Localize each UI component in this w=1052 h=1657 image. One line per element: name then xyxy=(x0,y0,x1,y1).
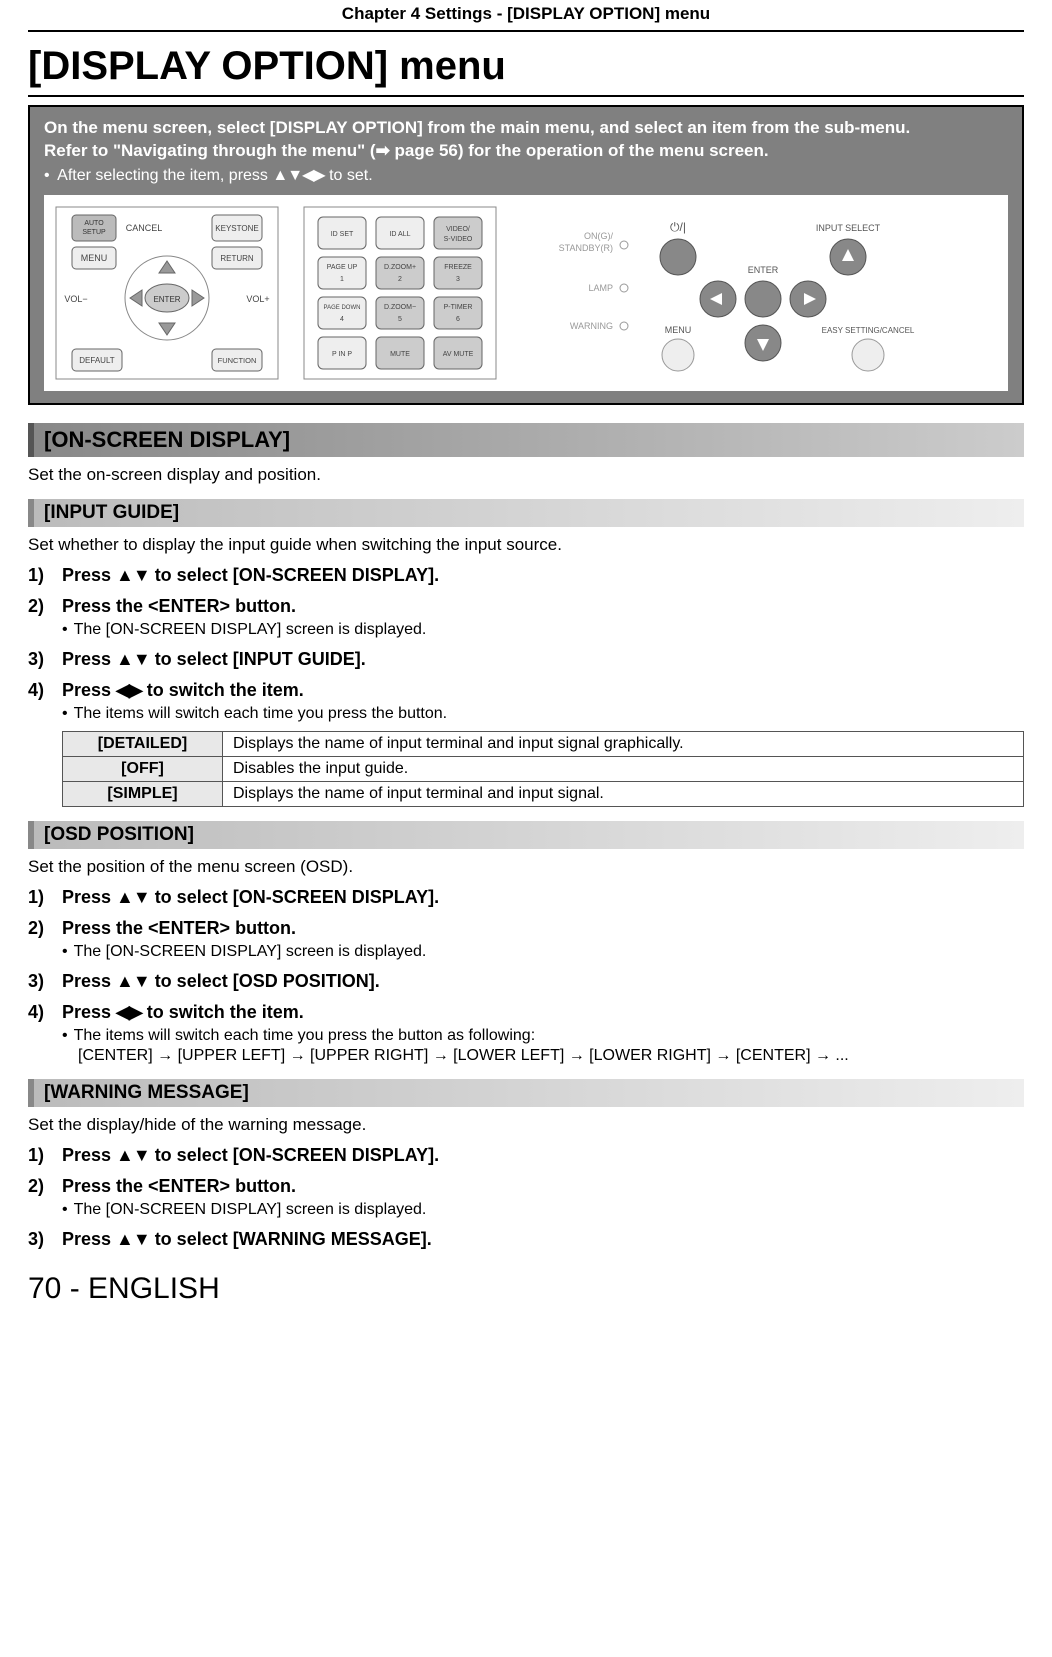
section-on-screen-display: [ON-SCREEN DISPLAY] xyxy=(28,423,1024,457)
svg-text:AUTO: AUTO xyxy=(84,220,104,227)
svg-text:EASY SETTING/CANCEL: EASY SETTING/CANCEL xyxy=(822,326,915,335)
remote-keypad-svg: ID SET ID ALL VIDEO/S-VIDEO PAGE UP 1 D.Z… xyxy=(300,203,500,383)
svg-text:FREEZE: FREEZE xyxy=(444,264,472,271)
input-guide-desc: Set whether to display the input guide w… xyxy=(28,535,1024,555)
svg-text:SETUP: SETUP xyxy=(82,229,106,236)
svg-text:KEYSTONE: KEYSTONE xyxy=(215,224,258,233)
svg-text:D.ZOOM+: D.ZOOM+ xyxy=(384,264,416,271)
svg-text:VOL+: VOL+ xyxy=(246,294,269,304)
input-guide-steps: Press ▲▼ to select [ON-SCREEN DISPLAY]. … xyxy=(28,565,1024,723)
svg-text:P IN P: P IN P xyxy=(332,351,352,358)
svg-text:6: 6 xyxy=(456,316,460,323)
osd-position-desc: Set the position of the menu screen (OSD… xyxy=(28,857,1024,877)
svg-text:ON(G)/: ON(G)/ xyxy=(584,231,613,241)
warning-message-desc: Set the display/hide of the warning mess… xyxy=(28,1115,1024,1135)
svg-text:ENTER: ENTER xyxy=(748,265,779,275)
control-panel-svg: ON(G)/ STANDBY(R) LAMP WARNING ⏻/| INPUT… xyxy=(518,203,948,383)
svg-text:FUNCTION: FUNCTION xyxy=(218,356,257,365)
osd-position-steps: Press ▲▼ to select [ON-SCREEN DISPLAY]. … xyxy=(28,887,1024,1065)
info-line2: Refer to "Navigating through the menu" (… xyxy=(44,140,1008,163)
svg-text:P-TIMER: P-TIMER xyxy=(444,304,473,311)
page-title: [DISPLAY OPTION] menu xyxy=(28,44,1024,97)
svg-text:S-VIDEO: S-VIDEO xyxy=(444,236,473,243)
info-images: AUTO SETUP CANCEL KEYSTONE MENU RETURN E… xyxy=(44,195,1008,391)
svg-text:DEFAULT: DEFAULT xyxy=(79,356,115,365)
chapter-header: Chapter 4 Settings - [DISPLAY OPTION] me… xyxy=(28,0,1024,32)
svg-text:ENTER: ENTER xyxy=(153,295,180,304)
info-line1: On the menu screen, select [DISPLAY OPTI… xyxy=(44,117,1008,140)
svg-text:STANDBY(R): STANDBY(R) xyxy=(559,243,613,253)
svg-text:VOL−: VOL− xyxy=(64,294,87,304)
warning-message-steps: Press ▲▼ to select [ON-SCREEN DISPLAY]. … xyxy=(28,1145,1024,1250)
svg-text:VIDEO/: VIDEO/ xyxy=(446,226,470,233)
svg-text:3: 3 xyxy=(456,276,460,283)
svg-text:MENU: MENU xyxy=(665,325,692,335)
svg-text:LAMP: LAMP xyxy=(588,283,613,293)
svg-text:ID ALL: ID ALL xyxy=(389,231,410,238)
svg-text:MUTE: MUTE xyxy=(390,351,410,358)
svg-text:⏻/|: ⏻/| xyxy=(670,220,686,234)
info-box: On the menu screen, select [DISPLAY OPTI… xyxy=(28,105,1024,405)
svg-text:RETURN: RETURN xyxy=(220,254,254,263)
input-guide-table: [DETAILED]Displays the name of input ter… xyxy=(62,731,1024,807)
info-line3: After selecting the item, press ▲▼◀▶ to … xyxy=(44,165,1008,185)
remote-left-svg: AUTO SETUP CANCEL KEYSTONE MENU RETURN E… xyxy=(52,203,282,383)
svg-text:CANCEL: CANCEL xyxy=(126,223,163,233)
osd-desc: Set the on-screen display and position. xyxy=(28,465,1024,485)
svg-text:AV MUTE: AV MUTE xyxy=(443,351,474,358)
svg-text:1: 1 xyxy=(340,276,344,283)
svg-text:PAGE UP: PAGE UP xyxy=(327,264,358,271)
svg-text:2: 2 xyxy=(398,276,402,283)
section-warning-message: [WARNING MESSAGE] xyxy=(28,1079,1024,1107)
page-footer: 70 - ENGLISH xyxy=(28,1272,1024,1306)
section-osd-position: [OSD POSITION] xyxy=(28,821,1024,849)
svg-text:D.ZOOM−: D.ZOOM− xyxy=(384,304,416,311)
svg-text:INPUT SELECT: INPUT SELECT xyxy=(816,223,881,233)
svg-text:PAGE DOWN: PAGE DOWN xyxy=(324,305,361,311)
svg-text:ID SET: ID SET xyxy=(331,231,354,238)
svg-text:4: 4 xyxy=(340,316,344,323)
svg-text:5: 5 xyxy=(398,316,402,323)
svg-text:WARNING: WARNING xyxy=(570,321,613,331)
section-input-guide: [INPUT GUIDE] xyxy=(28,499,1024,527)
svg-text:MENU: MENU xyxy=(81,253,108,263)
